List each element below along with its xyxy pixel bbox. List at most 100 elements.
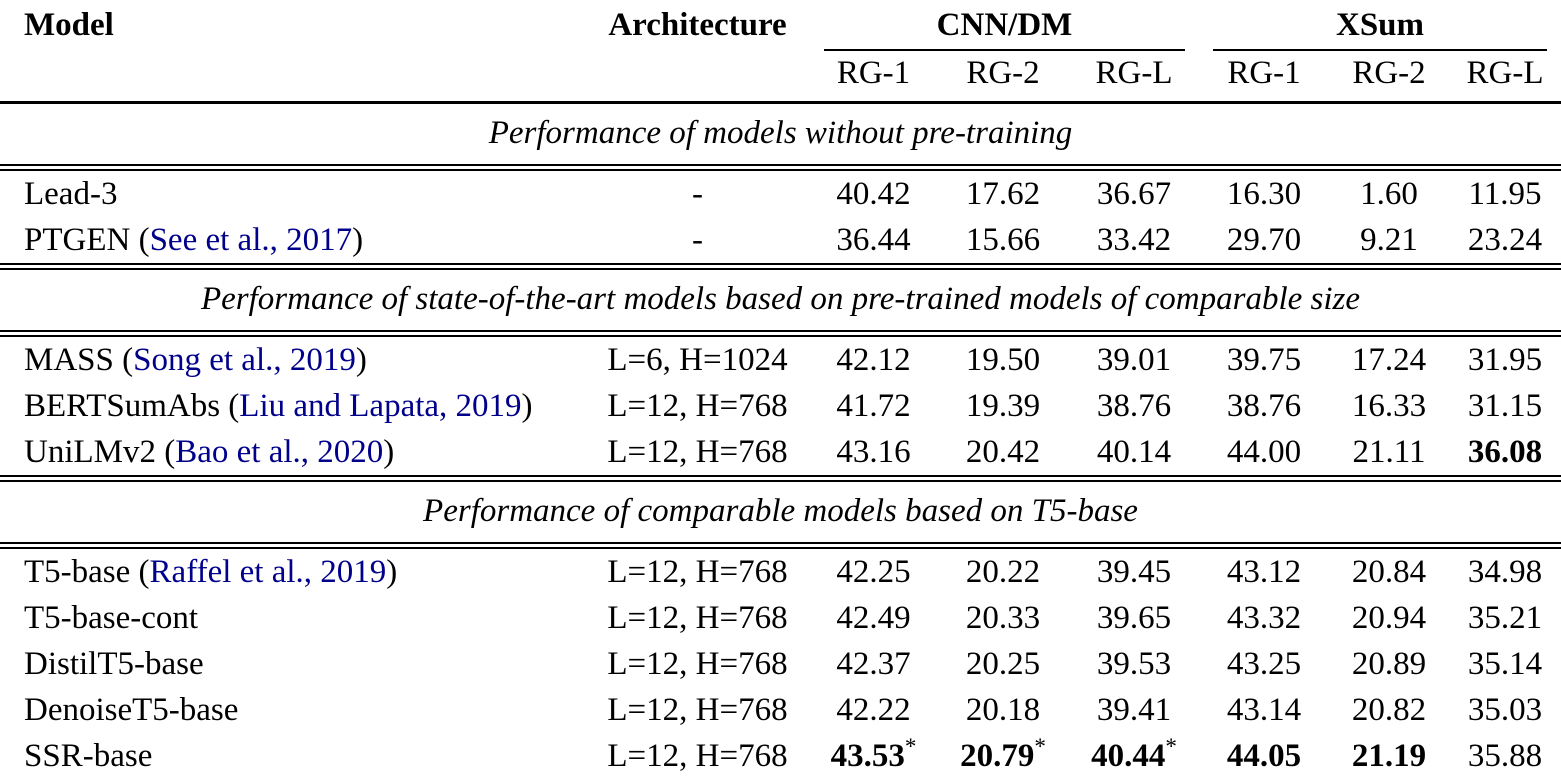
metric-value: 20.22 <box>965 554 1041 590</box>
metric-cell: 17.24 <box>1329 337 1449 383</box>
metric-value: 42.12 <box>836 342 911 378</box>
col-header-xsum-rgl: RG-L <box>1466 55 1544 91</box>
metric-cell: 42.49 <box>810 595 937 641</box>
metric-value: 39.65 <box>1096 600 1172 636</box>
metric-cell: 20.33 <box>937 595 1069 641</box>
citation-link[interactable]: See et al., 2017 <box>149 222 353 258</box>
citation-link[interactable]: Bao et al., 2020 <box>175 434 384 470</box>
architecture-cell: L=6, H=1024 <box>607 342 788 378</box>
section-rule <box>0 542 1561 549</box>
model-name: ) <box>352 222 364 258</box>
metric-cell: 35.14 <box>1449 641 1561 687</box>
model-name: BERTSumAbs ( <box>24 388 240 424</box>
metric-cell: 33.42 <box>1069 217 1199 263</box>
metric-cell: 20.22 <box>937 549 1069 595</box>
metric-cell: 43.12 <box>1199 549 1329 595</box>
model-name: SSR-base <box>24 738 153 774</box>
metric-cell: 39.41 <box>1069 687 1199 733</box>
metric-value: 39.53 <box>1096 646 1172 682</box>
col-group-cnndm: CNN/DM <box>810 4 1199 51</box>
model-name: ) <box>383 434 395 470</box>
citation-link[interactable]: Song et al., 2019 <box>133 342 356 378</box>
table-row: T5-base-cont L=12, H=768 42.49 20.33 39.65 43… <box>0 595 1561 641</box>
metric-cell: 17.62 <box>937 171 1069 217</box>
metric-value: 35.03 <box>1467 692 1543 728</box>
metric-value: 20.42 <box>965 434 1041 470</box>
metric-value: 42.22 <box>836 692 911 728</box>
metric-value: 40.14 <box>1096 434 1172 470</box>
metric-value: 29.70 <box>1226 222 1302 258</box>
significance-star: * <box>1165 733 1177 759</box>
metric-value: 1.60 <box>1360 176 1418 212</box>
metric-cell: 19.39 <box>937 383 1069 429</box>
table-row: UniLMv2 (Bao et al., 2020) L=12, H=768 43.… <box>0 429 1561 475</box>
metric-value: 39.01 <box>1096 342 1172 378</box>
architecture-cell: L=12, H=768 <box>607 388 788 424</box>
metric-value: 43.32 <box>1226 600 1302 636</box>
metric-value: 35.88 <box>1467 738 1543 774</box>
architecture-cell: - <box>692 222 703 258</box>
metric-value: 44.05 <box>1226 738 1302 774</box>
model-name: PTGEN ( <box>24 222 150 258</box>
metric-value: 19.50 <box>965 342 1041 378</box>
col-header-cnndm-rg2: RG-2 <box>966 55 1040 91</box>
metric-value: 36.67 <box>1096 176 1172 212</box>
metric-value: 16.30 <box>1226 176 1302 212</box>
metric-cell: 11.95 <box>1449 171 1561 217</box>
model-name: MASS ( <box>24 342 134 378</box>
section-header: Performance of models without pre-traini… <box>488 115 1073 151</box>
col-group-xsum: XSum <box>1199 4 1561 51</box>
metric-cell: 23.24 <box>1449 217 1561 263</box>
metric-cell: 43.32 <box>1199 595 1329 641</box>
col-header-model: Model <box>24 7 114 43</box>
architecture-cell: L=12, H=768 <box>607 554 788 590</box>
metric-value: 21.11 <box>1352 434 1426 470</box>
table-header-row-groups: Model Architecture CNN/DM XSum <box>0 4 1561 51</box>
metric-value: 38.76 <box>1096 388 1172 424</box>
metric-cell: 16.33 <box>1329 383 1449 429</box>
metric-cell: 41.72 <box>810 383 937 429</box>
metric-cell: 15.66 <box>937 217 1069 263</box>
metric-cell: 43.14 <box>1199 687 1329 733</box>
model-cell: T5-base (Raffel et al., 2019) <box>0 549 585 595</box>
metric-cell: 38.76 <box>1199 383 1329 429</box>
metric-cell: 44.00 <box>1199 429 1329 475</box>
metric-value: 20.25 <box>965 646 1041 682</box>
section-rule <box>0 263 1561 270</box>
metric-cell: 16.30 <box>1199 171 1329 217</box>
metric-cell: 38.76 <box>1069 383 1199 429</box>
metric-value: 39.41 <box>1096 692 1172 728</box>
citation-link[interactable]: Liu and Lapata, 2019 <box>239 388 522 424</box>
col-header-cnndm-rgl: RG-L <box>1095 55 1173 91</box>
significance-star: * <box>904 733 917 759</box>
model-cell: UniLMv2 (Bao et al., 2020) <box>0 429 585 475</box>
model-name: Lead-3 <box>24 176 118 212</box>
metric-value: 20.84 <box>1351 554 1427 590</box>
model-name: T5-base ( <box>24 554 150 590</box>
metric-value: 39.75 <box>1226 342 1302 378</box>
metric-cell: 36.67 <box>1069 171 1199 217</box>
section-rule <box>0 330 1561 337</box>
metric-value: 20.94 <box>1351 600 1427 636</box>
citation-link[interactable]: Raffel et al., 2019 <box>149 554 387 590</box>
col-header-xsum-rg1: RG-1 <box>1227 55 1301 91</box>
table-row: MASS (Song et al., 2019) L=6, H=1024 42.12… <box>0 337 1561 383</box>
table-row: SSR-base L=12, H=768 43.53* 20.79* 40.44* 44.… <box>0 733 1561 779</box>
architecture-cell: L=12, H=768 <box>607 692 788 728</box>
metric-value: 11.95 <box>1468 176 1542 212</box>
spacer-cell <box>0 51 585 101</box>
metric-value: 42.49 <box>836 600 911 636</box>
metric-value: 43.16 <box>836 434 911 470</box>
metric-cell: 42.25 <box>810 549 937 595</box>
metric-value: 40.42 <box>836 176 911 212</box>
metric-value: 35.14 <box>1467 646 1543 682</box>
metric-value: 41.72 <box>836 388 911 424</box>
metric-value: 38.76 <box>1226 388 1302 424</box>
table-row: DenoiseT5-base L=12, H=768 42.22 20.18 39.41… <box>0 687 1561 733</box>
table-body: Performance of models without pre-traini… <box>0 104 1561 779</box>
spacer-cell <box>585 51 810 101</box>
architecture-cell: L=12, H=768 <box>607 600 788 636</box>
architecture-cell: L=12, H=768 <box>607 434 788 470</box>
section-header: Performance of state-of-the-art models b… <box>200 281 1361 317</box>
metric-value: 35.21 <box>1467 600 1543 636</box>
